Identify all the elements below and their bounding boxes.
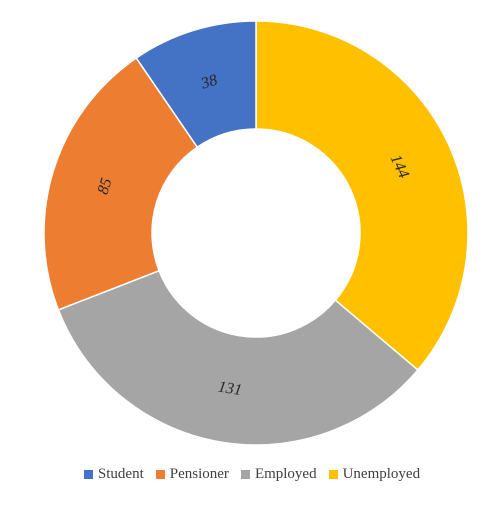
- legend-swatch-student: [83, 469, 93, 479]
- legend-swatch-employed: [240, 469, 250, 479]
- chart-legend: Student Pensioner Employed Unemployed: [0, 462, 504, 486]
- legend-swatch-unemployed: [328, 469, 338, 479]
- slice-student: [135, 20, 257, 149]
- legend-item-employed: Employed: [240, 465, 317, 483]
- legend-label-student: Student: [97, 465, 144, 482]
- data-label-student: 38: [198, 72, 219, 93]
- data-label-pensioner: 85: [95, 176, 116, 196]
- legend-label-pensioner: Pensioner: [169, 465, 229, 482]
- legend-item-pensioner: Pensioner: [155, 465, 229, 483]
- legend-swatch-pensioner: [155, 469, 165, 479]
- slice-employed: [57, 269, 419, 446]
- data-label-employed: 131: [217, 378, 243, 399]
- legend-label-unemployed: Unemployed: [342, 465, 421, 482]
- legend-item-student: Student: [83, 465, 144, 483]
- legend-label-employed: Employed: [254, 465, 317, 482]
- slice-unemployed: [255, 20, 469, 372]
- slice-pensioner: [43, 56, 199, 311]
- legend-item-unemployed: Unemployed: [328, 465, 421, 483]
